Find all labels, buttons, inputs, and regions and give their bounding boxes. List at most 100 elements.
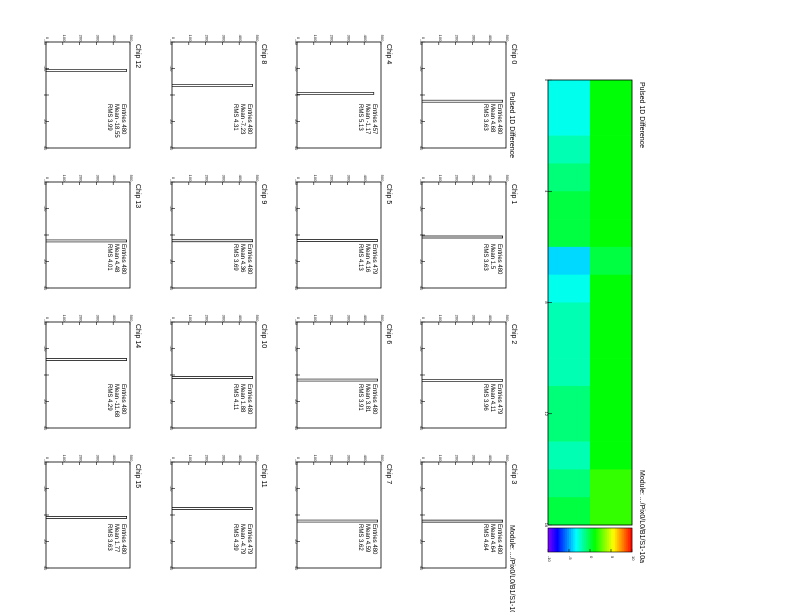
chip-label: Chip 6 bbox=[385, 324, 392, 344]
y-tick-label: 300 bbox=[221, 315, 226, 322]
stat-value: 3.69 bbox=[232, 259, 238, 271]
stat-text: Mean 4.36 bbox=[239, 244, 245, 273]
x-tick-label: -40 bbox=[419, 179, 424, 186]
x-tick-label: 40 bbox=[43, 426, 48, 431]
stat-name: Mean bbox=[239, 244, 245, 259]
x-tick-label: -40 bbox=[43, 459, 48, 466]
y-tick-label: 500 bbox=[255, 35, 260, 42]
stat-text: Entries 480 bbox=[371, 524, 377, 555]
colorbar-step bbox=[608, 528, 612, 552]
x-tick-label: 20 bbox=[169, 259, 174, 264]
y-tick-label: 0 bbox=[296, 457, 301, 460]
map-cell bbox=[590, 246, 633, 275]
stat-value: 4.68 bbox=[489, 121, 495, 133]
stat-text: Mean 4.68 bbox=[489, 104, 495, 133]
map-cell bbox=[590, 358, 633, 387]
y-tick-label: 0 bbox=[421, 177, 426, 180]
stat-value: 479 bbox=[246, 544, 252, 555]
x-tick-label: 40 bbox=[43, 286, 48, 291]
stat-name: RMS bbox=[482, 104, 488, 117]
chip-label: Chip 9 bbox=[260, 184, 267, 204]
y-tick-label: 400 bbox=[363, 175, 368, 182]
map-cell bbox=[590, 219, 633, 248]
y-tick-label: 300 bbox=[346, 455, 351, 462]
y-tick-label: 100 bbox=[438, 35, 443, 42]
stat-text: RMS 5.13 bbox=[357, 104, 363, 131]
colorbar-step bbox=[577, 528, 580, 552]
stat-value: 3.63 bbox=[106, 539, 112, 551]
y-tick-label: 0 bbox=[45, 457, 50, 460]
colorbar-tick-label: 0 bbox=[589, 556, 594, 559]
y-tick-label: 100 bbox=[438, 455, 443, 462]
map-cell bbox=[590, 302, 633, 331]
colorbar-step bbox=[569, 528, 572, 552]
colorbar-step bbox=[583, 528, 587, 552]
y-tick-label: 500 bbox=[255, 315, 260, 322]
x-tick-label: 20 bbox=[419, 399, 424, 404]
chip-label: Chip 8 bbox=[260, 44, 267, 64]
stat-name: Entries bbox=[371, 524, 377, 543]
stat-value: 4.48 bbox=[113, 261, 119, 273]
stat-value: 4.16 bbox=[364, 261, 370, 273]
map-tick-label: 4 bbox=[544, 190, 549, 193]
y-tick-label: 300 bbox=[221, 175, 226, 182]
x-tick-label: -40 bbox=[169, 319, 174, 326]
stat-name: RMS bbox=[357, 104, 363, 117]
stat-text: Entries 480 bbox=[120, 104, 126, 135]
x-tick-label: 40 bbox=[419, 286, 424, 291]
x-tick-label: -40 bbox=[294, 39, 299, 46]
histogram-peak bbox=[172, 84, 253, 87]
stat-value: -1.17 bbox=[364, 121, 370, 135]
stat-name: Mean bbox=[364, 524, 370, 539]
stat-name: Entries bbox=[120, 104, 126, 123]
stat-name: Entries bbox=[496, 384, 502, 403]
x-tick-label: -40 bbox=[294, 179, 299, 186]
x-tick-label: 20 bbox=[169, 399, 174, 404]
chip-label: Chip 3 bbox=[510, 464, 517, 484]
y-tick-label: 400 bbox=[112, 35, 117, 42]
map-cell bbox=[548, 246, 591, 275]
map-cell bbox=[590, 135, 633, 164]
stat-text: RMS 3.63 bbox=[482, 244, 488, 271]
colorbar-step bbox=[587, 528, 591, 552]
x-tick-label: -20 bbox=[169, 66, 174, 73]
y-tick-label: 500 bbox=[255, 175, 260, 182]
x-tick-label: -20 bbox=[294, 206, 299, 213]
colorbar-step bbox=[613, 528, 616, 552]
x-tick-label: 0 bbox=[43, 514, 48, 517]
stat-name: Entries bbox=[371, 104, 377, 123]
y-tick-label: 300 bbox=[471, 455, 476, 462]
x-tick-label: 20 bbox=[169, 119, 174, 124]
y-tick-label: 100 bbox=[313, 175, 318, 182]
y-tick-label: 500 bbox=[255, 455, 260, 462]
y-tick-label: 300 bbox=[95, 175, 100, 182]
stat-text: Entries 480 bbox=[496, 104, 502, 135]
y-tick-label: 400 bbox=[488, 315, 493, 322]
stat-text: Entries 480 bbox=[120, 244, 126, 275]
stat-text: Entries 480 bbox=[496, 244, 502, 275]
stat-text: RMS 4.11 bbox=[232, 384, 238, 411]
x-tick-label: 20 bbox=[294, 539, 299, 544]
x-tick-label: -40 bbox=[419, 39, 424, 46]
module-label: Module: .../Pix0/L0/B1/S1-10a bbox=[508, 525, 515, 612]
stat-text: Mean 1.5 bbox=[489, 244, 495, 270]
stat-value: 480 bbox=[246, 404, 252, 415]
histogram-peak bbox=[297, 239, 378, 242]
y-tick-label: 200 bbox=[455, 455, 460, 462]
y-tick-label: 200 bbox=[455, 175, 460, 182]
stat-text: Mean 4.59 bbox=[364, 524, 370, 553]
panel-title: Pulsed 1D Difference bbox=[508, 92, 515, 158]
stat-name: Entries bbox=[120, 244, 126, 263]
y-tick-label: 0 bbox=[171, 177, 176, 180]
stat-name: RMS bbox=[482, 384, 488, 397]
x-tick-label: 40 bbox=[419, 426, 424, 431]
colorbar-step bbox=[548, 528, 551, 552]
y-tick-label: 500 bbox=[380, 175, 385, 182]
x-tick-label: -20 bbox=[43, 346, 48, 353]
x-tick-label: 0 bbox=[294, 234, 299, 237]
histogram-peak bbox=[172, 376, 253, 379]
stat-name: Entries bbox=[246, 104, 252, 123]
map-cell bbox=[590, 330, 633, 359]
colorbar-step bbox=[596, 528, 599, 552]
y-tick-label: 300 bbox=[471, 175, 476, 182]
